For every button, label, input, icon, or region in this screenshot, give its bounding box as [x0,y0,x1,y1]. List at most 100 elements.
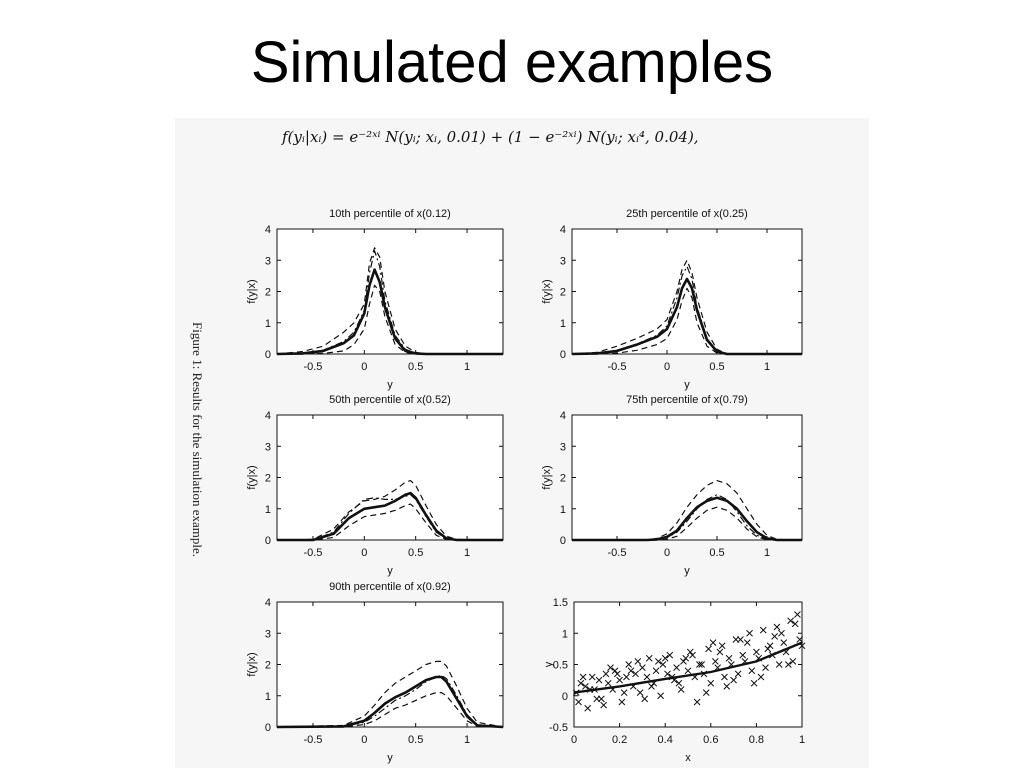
x-tick-label: 0.8 [749,734,764,746]
y-tick-label: 0 [265,722,271,734]
scatter-point [787,617,794,625]
series-line-dashed-3 [277,691,504,728]
scatter-point [712,658,719,665]
scatter-point [780,639,788,646]
scatter-point [582,683,589,690]
chart-title: 75th percentile of x(0.79) [626,394,748,406]
x-tick-label: 0 [361,547,367,559]
scatter-point [680,658,687,665]
scatter-point [764,645,772,653]
chart-6: 0 0.2 0.4 0.6 0.8 1-0.500.511.5xy [543,597,806,764]
fitted-curve [573,641,803,694]
y-tick-label: 4 [560,410,566,422]
scatter-point [682,654,690,662]
x-tick-label: -0.5 [608,361,627,373]
x-tick-label: 0 [361,361,367,373]
y-axis-label: f(y|x) [246,279,258,303]
y-axis-label: f(y|x) [541,279,553,303]
chart-title: 25th percentile of x(0.25) [626,208,748,220]
x-tick-label: 1 [764,547,770,559]
series-line-dash-dot-4 [572,494,802,541]
chart-title: 10th percentile of x(0.12) [329,208,451,220]
y-tick-label: 3 [265,628,271,640]
x-tick-label: 0.2 [612,734,627,746]
scatter-point [645,654,653,662]
scatter-point [634,658,642,665]
chart-2: -0.5 0 0.5 1 0 1 2 3 4 25th percentile of x(0.25)… [541,208,803,391]
scatter-point [791,620,799,628]
scatter-point [677,686,685,693]
x-tick-label: -0.5 [303,734,322,746]
chart-4: -0.5 0 0.5 1 0 1 2 3 4 75th percentile of x(0.79)… [541,394,803,577]
scatter-point [796,636,804,643]
y-tick-label: 1 [265,691,271,703]
y-axis-label: y [543,661,555,667]
scatter-point [686,648,694,656]
scatter-point [607,664,614,671]
series-line-dashed-2 [572,480,803,541]
y-tick-label: 1 [265,504,271,516]
x-tick-label: 0.5 [709,361,724,373]
scatter-point [611,667,619,675]
chart-title: 90th percentile of x(0.92) [329,581,451,593]
scatter-point [579,673,587,681]
scatter-point [636,689,644,696]
x-axis-label: y [684,565,690,577]
x-tick-label: -0.5 [303,547,322,559]
scatter-point [627,667,635,675]
y-axis-label: f(y|x) [246,465,258,489]
scatter-point [784,661,792,668]
y-tick-label: 0 [560,349,566,361]
chart-5: -0.5 0 0.5 1 0 1 2 3 4 90th percentile of x(0.92)… [246,581,504,764]
scatter-point [698,661,706,668]
x-axis-label: y [387,752,393,764]
x-tick-label: 0 [571,734,577,746]
scatter-point [623,673,630,681]
series-line-dash-dot-4 [277,494,503,541]
plot-frame [571,228,803,355]
series-line-dashed-2 [276,660,504,728]
scatter-point [641,695,649,703]
scatter-point [766,642,774,650]
y-tick-label: 1 [562,628,568,640]
x-tick-label: 0.5 [408,361,423,373]
scatter-point [771,633,778,640]
y-tick-label: 2 [560,473,566,485]
scatter-point [737,636,744,643]
scatter-point [673,664,680,671]
y-tick-label: 3 [560,255,566,267]
scatter-point [620,689,628,696]
scatter-point [759,626,767,634]
chart-1: -0.5 0 0.5 1 0 1 2 3 4 10th percentile of x(0.12)… [246,208,504,391]
x-tick-label: 0.6 [703,734,718,746]
x-tick-label: 0 [361,734,367,746]
series-line-dashed-3 [277,503,503,541]
series-line-solid-1 [276,268,503,356]
series-line-dash-dot-4 [276,674,504,728]
model-formula: f(yᵢ|xᵢ) = e⁻²ˣⁱ N(yᵢ; xᵢ, 0.01) + (1 − … [282,128,699,146]
y-tick-label: 2 [560,287,566,299]
scatter-point [655,658,662,665]
scatter-point [734,670,742,678]
y-tick-label: 4 [265,224,271,236]
scatter-point [750,679,758,687]
x-tick-label: -0.5 [608,547,627,559]
series-line-dash-dot-4 [276,250,503,355]
scatter-point [632,670,639,678]
scatter-point [588,673,596,681]
x-tick-label: 1 [464,547,470,559]
y-tick-label: 1 [265,318,271,330]
scatter-point [577,679,585,687]
scatter-point [602,670,610,678]
y-tick-label: 0 [562,691,568,703]
y-tick-label: 4 [265,410,271,422]
scatter-point [693,698,701,706]
scatter-point [593,695,601,703]
x-tick-label: 0.4 [658,734,673,746]
scatter-point [643,673,651,681]
scatter-point [748,667,756,675]
scatter-point [725,654,733,662]
scatter-point [743,639,751,646]
scatter-point [762,664,769,671]
y-tick-label: 3 [265,255,271,267]
